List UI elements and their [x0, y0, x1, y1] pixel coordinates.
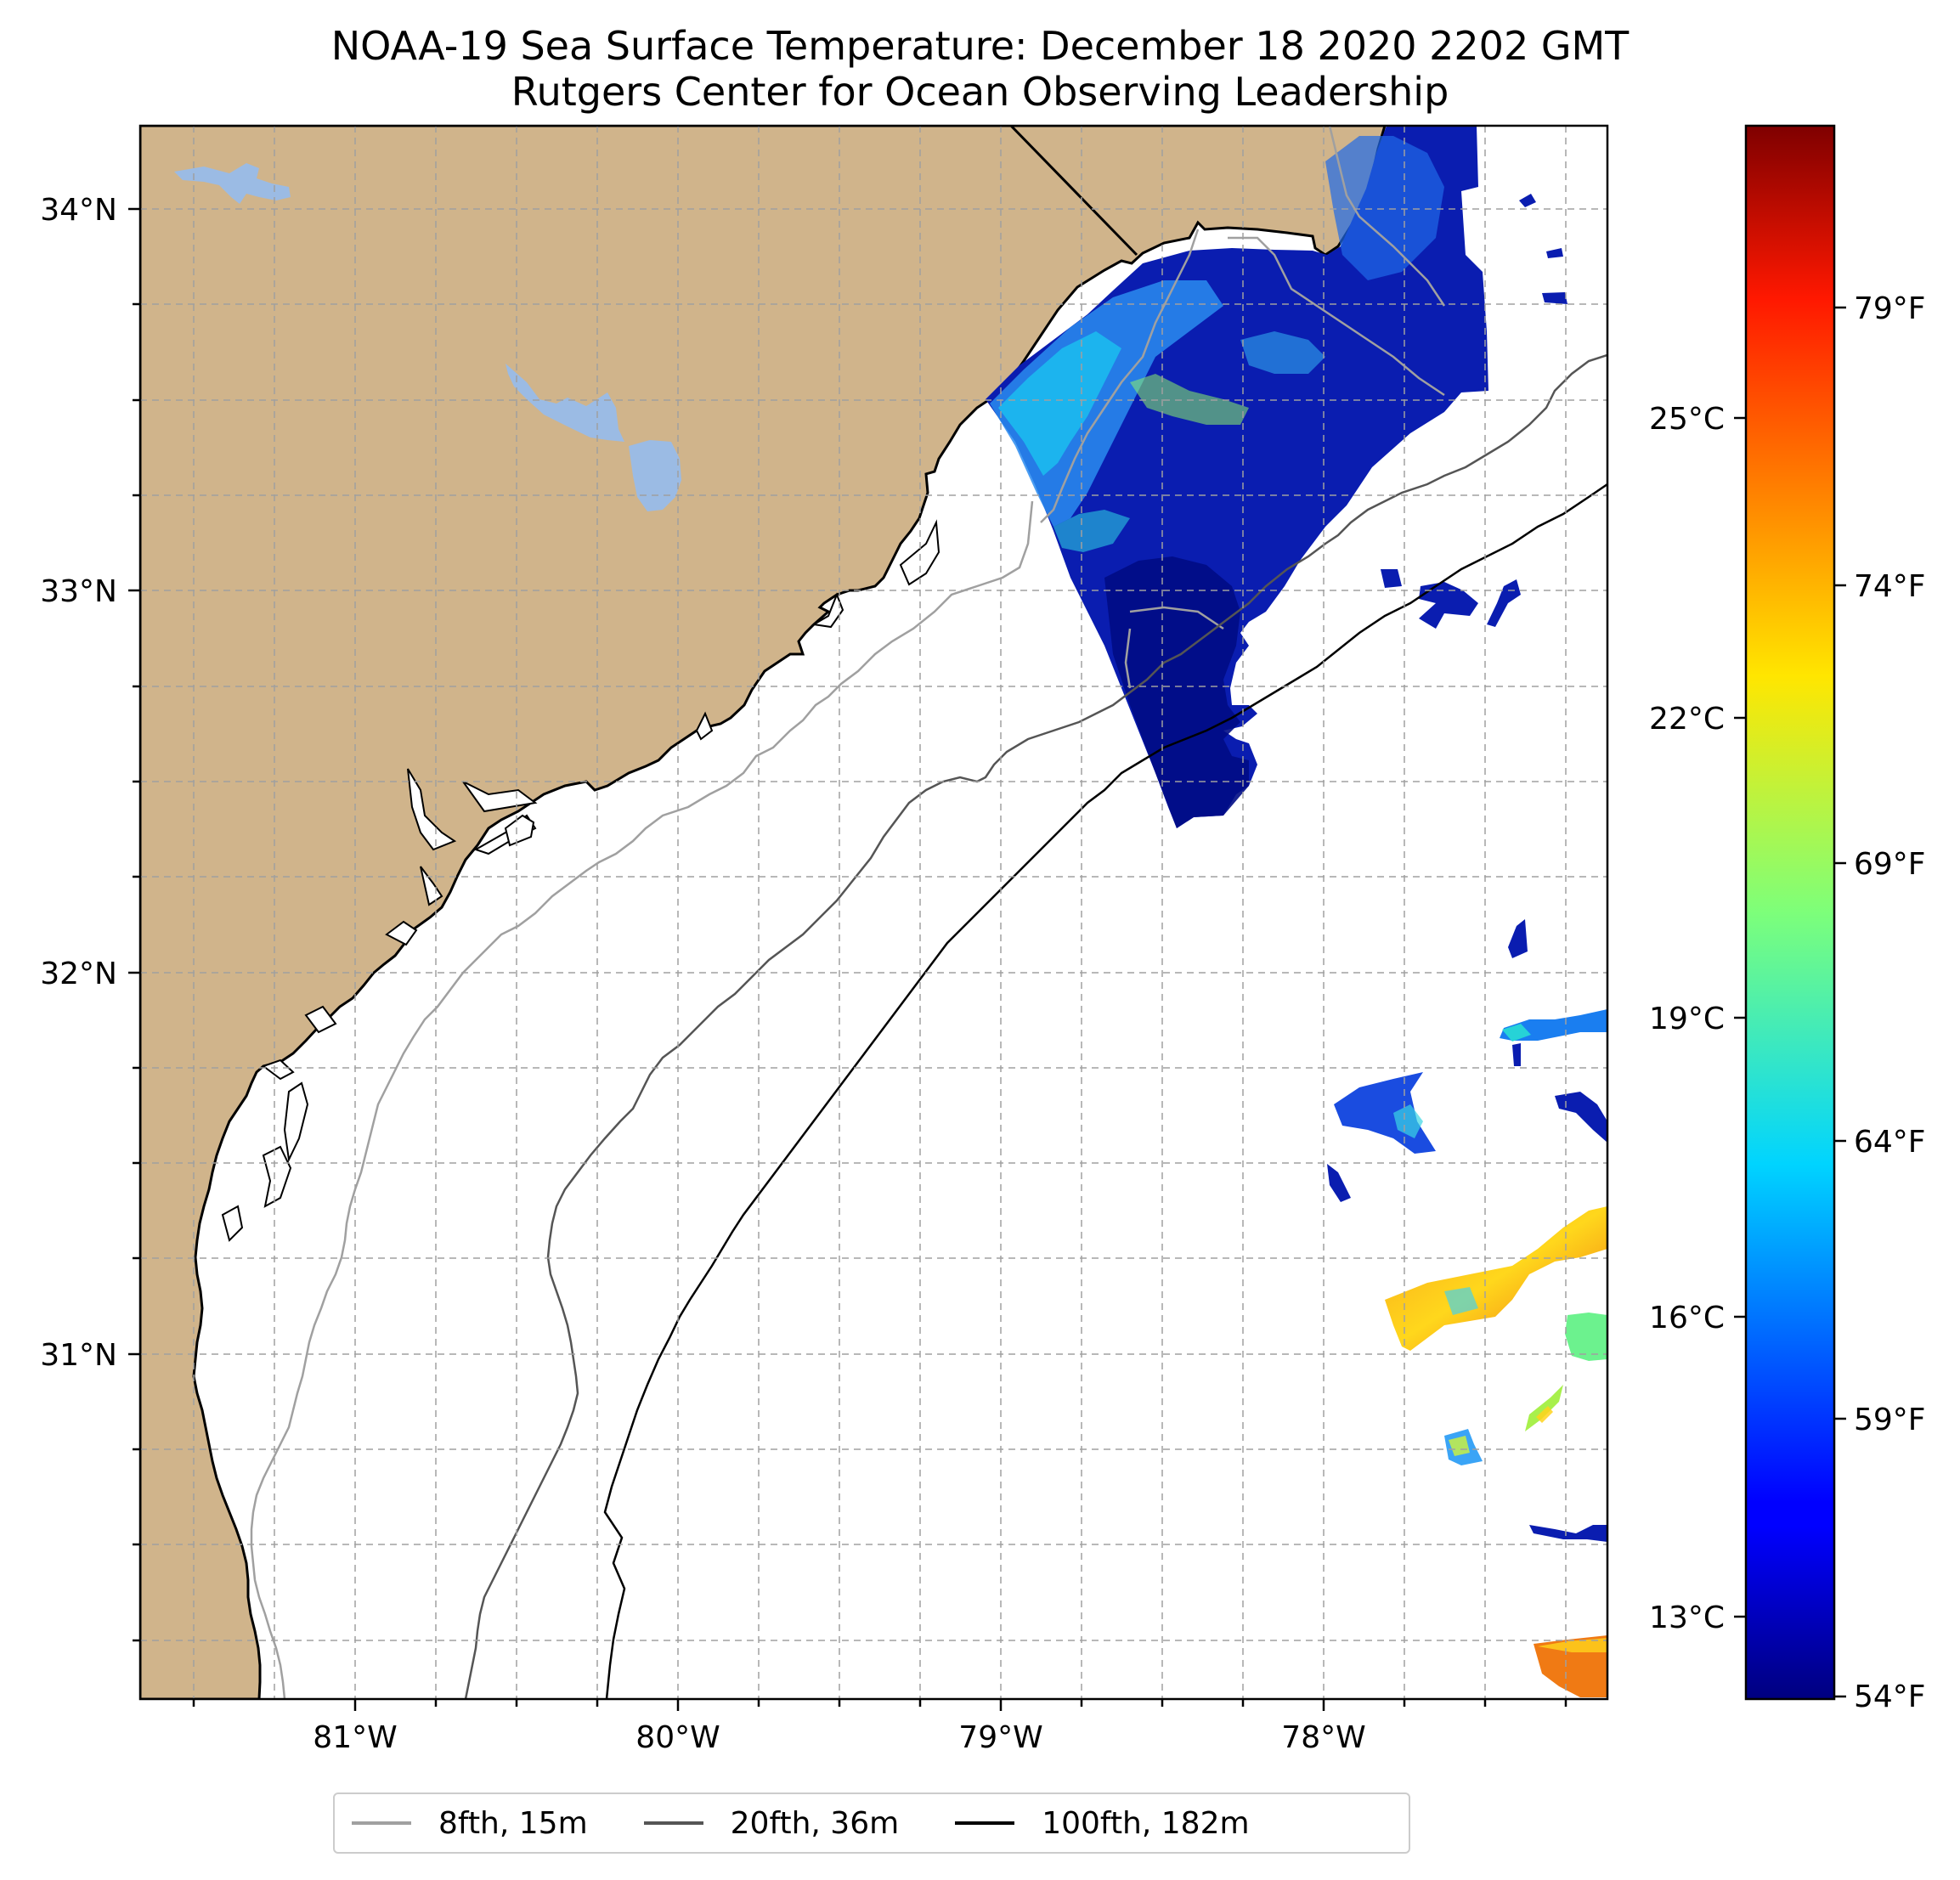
colorbar-c-22: 22°C [1649, 702, 1725, 737]
colorbar-f-59: 59°F [1854, 1403, 1926, 1437]
legend-label-8fth: 8fth, 15m [438, 1805, 588, 1841]
map-area [140, 126, 1607, 1699]
colorbar-f-79: 79°F [1854, 291, 1926, 326]
colorbar-f-64: 64°F [1854, 1125, 1926, 1160]
map-frame [138, 124, 1609, 1701]
sst-patches [1327, 194, 1607, 1697]
colorbar-f-74: 74°F [1854, 569, 1926, 604]
legend-label-100fth: 100fth, 182m [1042, 1805, 1250, 1841]
contour-100fth-182m [603, 483, 1607, 1699]
colorbar-c-13: 13°C [1649, 1601, 1725, 1635]
lat-label-32n: 32°N [40, 957, 117, 991]
legend-item-20fth: 20fth, 36m [627, 1805, 900, 1841]
legend-line-20fth [643, 1821, 703, 1825]
lon-label-81w: 81°W [313, 1720, 397, 1755]
gridlines [140, 126, 1607, 1699]
lon-label-78w: 78°W [1281, 1720, 1365, 1755]
lakes [174, 163, 681, 511]
axis-ticks [128, 207, 1567, 1711]
colorbar-gradient [1744, 124, 1836, 1701]
lat-label-34n: 34°N [40, 193, 117, 228]
colorbar-c-16: 16°C [1649, 1301, 1725, 1335]
legend-label-20fth: 20fth, 36m [730, 1805, 900, 1841]
state-border [1009, 126, 1138, 257]
legend-item-100fth: 100fth, 182m [938, 1805, 1250, 1841]
lat-label-33n: 33°N [40, 574, 117, 609]
colorbar: 25°C 22°C 19°C 16°C 13°C 79°F 74°F 69°F … [1649, 124, 1926, 1714]
colorbar-f-69: 69°F [1854, 847, 1926, 882]
lon-label-79w: 79°W [958, 1720, 1042, 1755]
land-mass [140, 126, 1387, 1699]
map-title: NOAA-19 Sea Surface Temperature: Decembe… [330, 23, 1630, 69]
colorbar-f-54: 54°F [1854, 1680, 1926, 1714]
colorbar-ticks [1734, 306, 1846, 1698]
lon-label-80w: 80°W [635, 1720, 720, 1755]
colorbar-c-19: 19°C [1649, 1002, 1725, 1036]
legend-line-100fth [955, 1821, 1015, 1825]
contour-8fth-15m [250, 126, 1446, 1699]
legend-item-8fth: 8fth, 15m [335, 1806, 588, 1841]
legend-line-8fth [352, 1821, 411, 1825]
lat-label-31n: 31°N [40, 1338, 117, 1373]
contour-20fth-36m [464, 353, 1607, 1699]
colorbar-c-25: 25°C [1649, 402, 1725, 437]
contour-legend: 8fth, 15m 20fth, 36m 100fth, 182m [333, 1792, 1410, 1854]
map-subtitle: Rutgers Center for Ocean Observing Leade… [511, 69, 1449, 115]
